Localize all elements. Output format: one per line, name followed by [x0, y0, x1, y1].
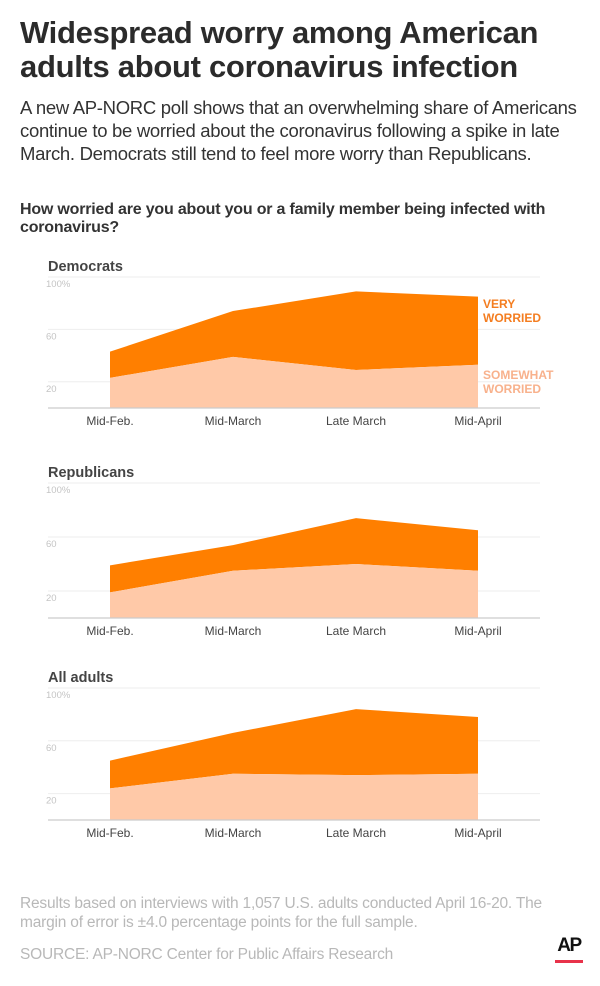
area-somewhat-worried — [110, 564, 478, 618]
x-tick-label: Mid-Feb. — [86, 624, 133, 638]
panel-title: Republicans — [48, 465, 134, 481]
source-credit: SOURCE: AP-NORC Center for Public Affair… — [20, 946, 394, 963]
ap-logo-bar — [555, 960, 583, 963]
subtitle: A new AP-NORC poll shows that an overwhe… — [20, 97, 577, 164]
methodology-note: Results based on interviews with 1,057 U… — [20, 895, 542, 931]
x-tick-label: Mid-March — [205, 826, 262, 840]
x-tick-label: Late March — [326, 414, 386, 428]
area-somewhat-worried — [110, 356, 478, 408]
y-tick-label: 20 — [46, 593, 57, 604]
y-tick-label: 100% — [46, 485, 71, 496]
y-tick-label: 100% — [46, 690, 71, 701]
chart-democrats: Democrats 20 60 100% Mid-Feb. Mid-March Late M… — [46, 259, 554, 428]
chart-question: How worried are you about you or a famil… — [20, 201, 546, 236]
x-tick-label: Late March — [326, 826, 386, 840]
x-tick-label: Mid-April — [454, 414, 501, 428]
panel-title: Democrats — [48, 259, 123, 275]
x-tick-label: Mid-Feb. — [86, 414, 133, 428]
legend-somewhat-worried-line2: WORRIED — [483, 382, 541, 396]
y-tick-label: 60 — [46, 539, 57, 550]
legend-very-worried-line2: WORRIED — [483, 311, 541, 325]
y-tick-label: 60 — [46, 331, 57, 342]
x-tick-label: Mid-March — [205, 414, 262, 428]
area-very-worried — [110, 291, 478, 378]
y-tick-label: 20 — [46, 384, 57, 395]
ap-logo: AP — [555, 936, 583, 963]
y-tick-label: 100% — [46, 279, 71, 290]
x-tick-label: Late March — [326, 624, 386, 638]
area-very-worried — [110, 518, 478, 593]
x-tick-label: Mid-March — [205, 624, 262, 638]
x-tick-label: Mid-April — [454, 624, 501, 638]
x-tick-label: Mid-April — [454, 826, 501, 840]
area-somewhat-worried — [110, 773, 478, 820]
legend-very-worried-line1: VERY — [483, 297, 515, 311]
y-tick-label: 20 — [46, 796, 57, 807]
legend-somewhat-worried-line1: SOMEWHAT — [483, 368, 554, 382]
panel-title: All adults — [48, 670, 113, 686]
x-tick-label: Mid-Feb. — [86, 826, 133, 840]
y-tick-label: 60 — [46, 743, 57, 754]
ap-logo-text: AP — [557, 935, 582, 956]
chart-republicans: Republicans 20 60 100% Mid-Feb. Mid-March Late… — [46, 465, 540, 638]
area-very-worried — [110, 709, 478, 789]
chart-all-adults: All adults 20 60 100% Mid-Feb. Mid-March Late … — [46, 670, 540, 840]
page-title: Widespread worry among American adults a… — [20, 15, 539, 84]
